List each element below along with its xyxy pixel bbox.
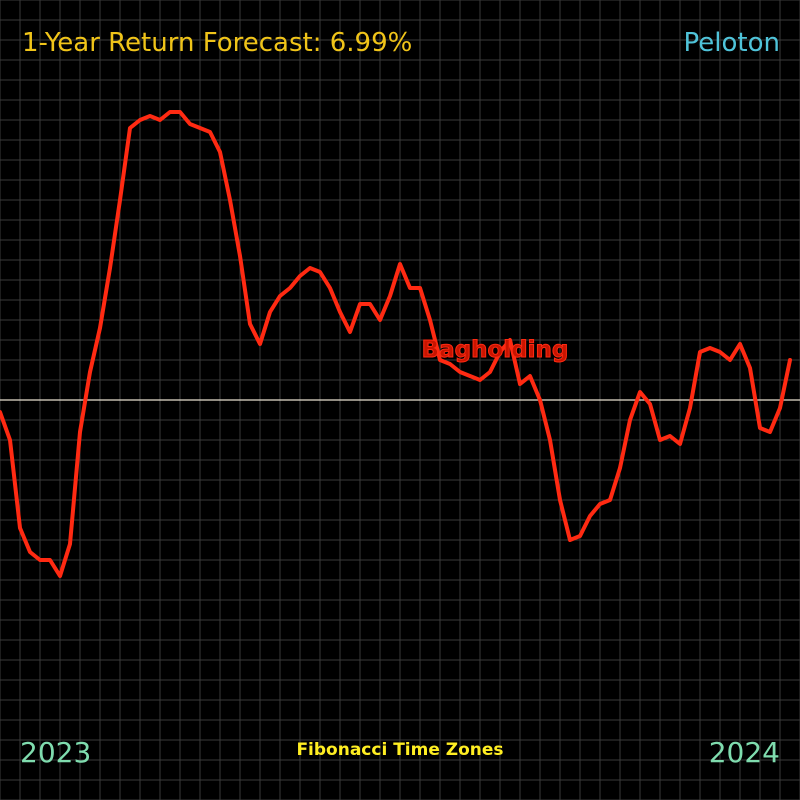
year-start-label: 2023 [20,736,92,769]
series-line [0,110,792,578]
ticker-label: Peloton [683,28,780,58]
footer-caption: Fibonacci Time Zones [296,740,504,760]
chart-title: 1-Year Return Forecast: 6.99% [22,28,413,58]
year-end-label: 2024 [708,736,780,769]
annotation-label: Bagholding [422,337,569,363]
